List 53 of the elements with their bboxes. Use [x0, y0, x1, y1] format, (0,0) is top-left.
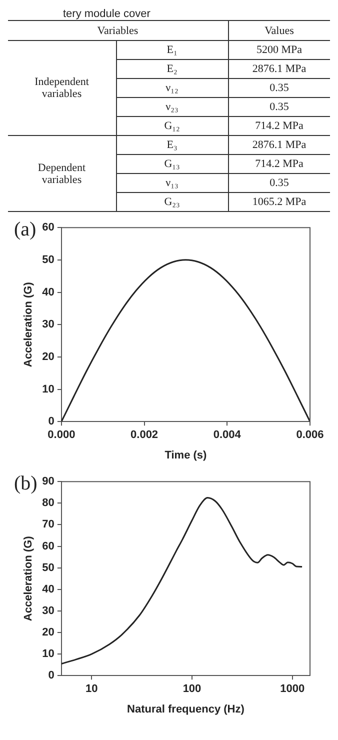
y-tick-label: 20 [42, 626, 54, 639]
x-tick-label: 1000 [280, 683, 305, 696]
text: 1065.2 MPa [251, 195, 308, 210]
text: Values [264, 24, 295, 38]
text: G₁₂ [116, 116, 228, 136]
y-tick-label: 80 [42, 497, 54, 510]
text: Independent variables [8, 40, 116, 136]
text: E₃ [116, 136, 228, 154]
text: G₁₃ [116, 154, 228, 174]
y-tick-label: 40 [42, 286, 54, 298]
y-tick-label: 90 [42, 476, 54, 488]
y-tick-label: 0 [48, 670, 54, 682]
y-tick-label: 0 [48, 416, 54, 428]
text: 714.2 MPa [254, 119, 304, 134]
text: E₁ [116, 40, 228, 60]
x-tick-label: 0.000 [48, 429, 76, 442]
text: (b) [14, 472, 38, 494]
text: 5200 MPa [255, 43, 304, 58]
x-axis-title: Time (s) [164, 449, 208, 462]
x-tick-label: 0.004 [213, 429, 242, 442]
text: E₂ [116, 60, 228, 78]
text: ν₁₃ [116, 174, 228, 192]
y-tick-label: 30 [42, 318, 54, 331]
x-tick-label: 100 [182, 683, 202, 696]
y-tick-label: 20 [42, 350, 54, 363]
text: 0.35 [268, 81, 290, 96]
text: Variables [8, 20, 228, 40]
x-tick-label: 0.006 [296, 429, 324, 442]
y-tick-label: 10 [42, 383, 54, 396]
text: 714.2 MPa [254, 157, 304, 172]
text: Dependent variables [8, 136, 116, 212]
x-tick-label: 10 [86, 683, 98, 696]
text: 0.35 [268, 100, 290, 115]
y-tick-label: 60 [42, 540, 54, 552]
y-tick-label: 60 [42, 222, 54, 234]
x-tick-label: 0.002 [130, 429, 158, 442]
y-axis-title: Acceleration (G) [22, 282, 35, 368]
y-tick-label: 50 [42, 562, 54, 574]
y-tick-label: 40 [42, 583, 54, 596]
y-tick-label: 30 [42, 604, 54, 617]
y-tick-label: 50 [42, 254, 54, 266]
text: (a) [14, 218, 36, 240]
y-tick-label: 10 [42, 648, 54, 660]
text: 2876.1 MPa [251, 138, 308, 153]
y-tick-label: 70 [42, 518, 54, 531]
text: ν₂₃ [116, 98, 228, 116]
text: tery module cover [62, 8, 152, 20]
x-axis-title: Natural frequency (Hz) [127, 703, 245, 716]
text: G₂₃ [116, 192, 228, 212]
text: 2876.1 MPa [251, 62, 308, 77]
text: 0.35 [268, 176, 290, 191]
y-axis-title: Acceleration (G) [22, 536, 35, 622]
text: ν₁₂ [116, 78, 228, 98]
